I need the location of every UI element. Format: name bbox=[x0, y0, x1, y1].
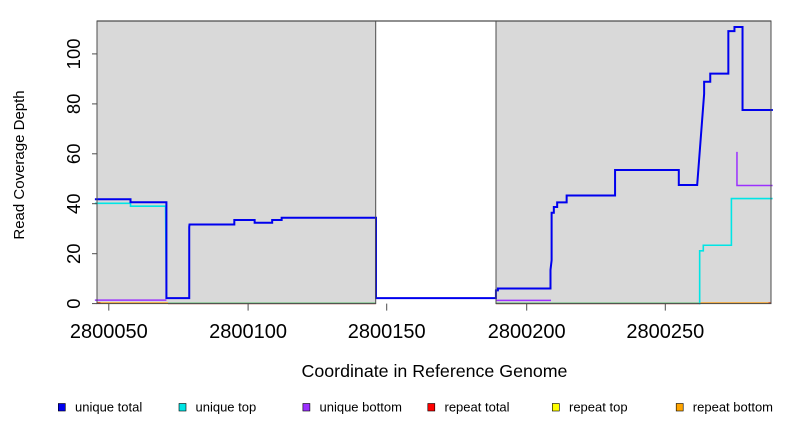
svg-text:unique top: unique top bbox=[196, 399, 257, 414]
svg-text:40: 40 bbox=[63, 193, 84, 214]
svg-text:repeat bottom: repeat bottom bbox=[693, 399, 773, 414]
svg-text:2800050: 2800050 bbox=[70, 321, 148, 343]
svg-text:2800150: 2800150 bbox=[348, 321, 426, 343]
svg-text:60: 60 bbox=[63, 144, 84, 165]
svg-text:repeat total: repeat total bbox=[445, 399, 510, 414]
svg-text:20: 20 bbox=[63, 243, 84, 264]
svg-text:100: 100 bbox=[63, 38, 84, 69]
svg-text:Read Coverage Depth: Read Coverage Depth bbox=[11, 90, 28, 239]
svg-text:unique total: unique total bbox=[75, 399, 142, 414]
svg-text:2800100: 2800100 bbox=[209, 321, 287, 343]
svg-text:Coordinate in Reference Genome: Coordinate in Reference Genome bbox=[302, 361, 568, 381]
svg-text:80: 80 bbox=[63, 94, 84, 115]
svg-text:unique bottom: unique bottom bbox=[320, 399, 402, 414]
svg-text:2800200: 2800200 bbox=[488, 321, 566, 343]
svg-text:2800250: 2800250 bbox=[626, 321, 704, 343]
svg-text:0: 0 bbox=[63, 298, 84, 308]
svg-text:repeat top: repeat top bbox=[569, 399, 628, 414]
